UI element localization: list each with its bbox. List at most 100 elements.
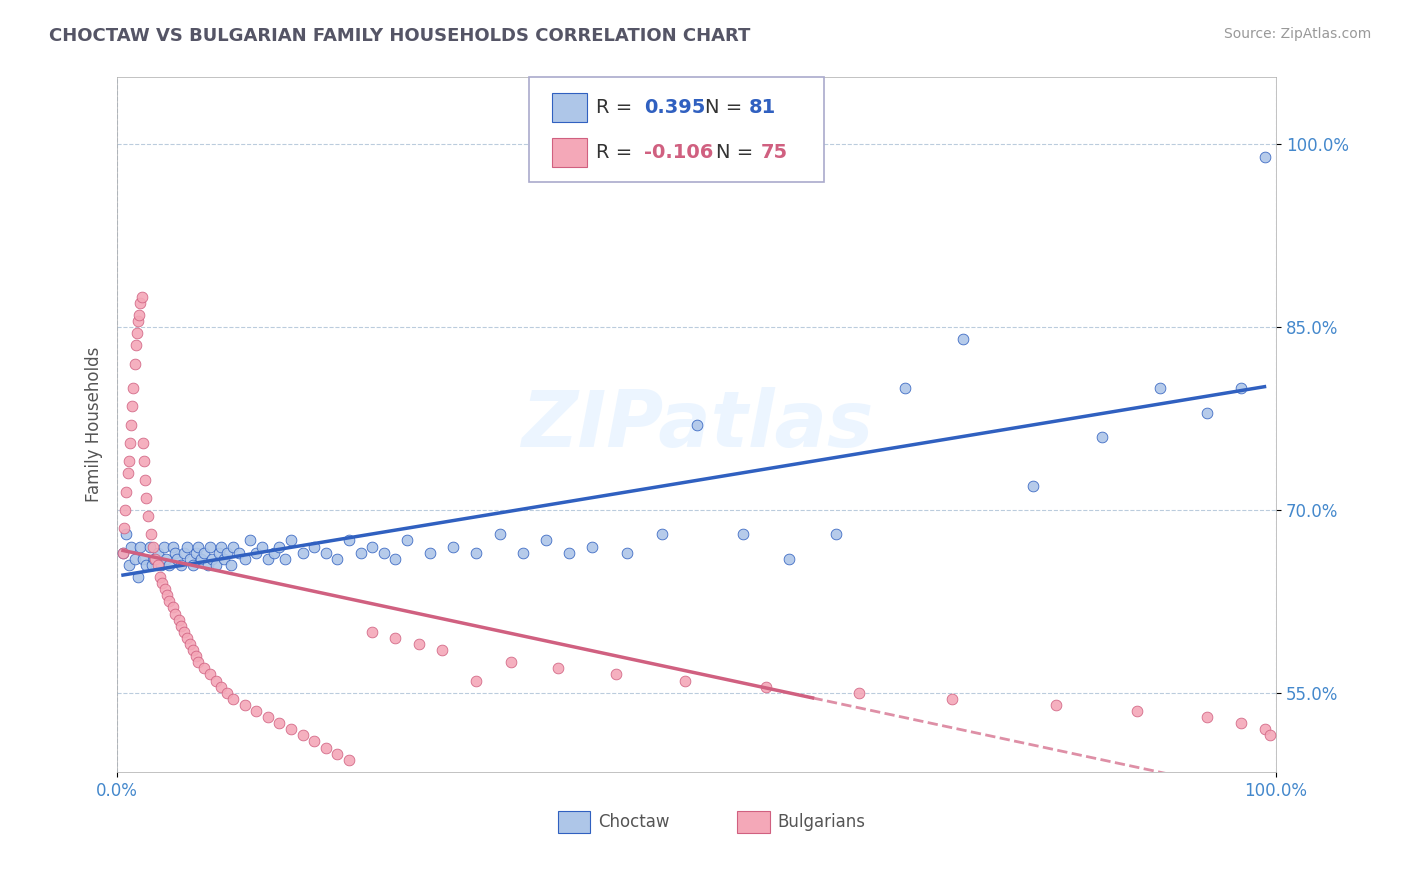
Point [139, 527, 162, 541]
Point [731, 527, 754, 541]
Point [384, 631, 406, 645]
Point [361, 624, 384, 639]
Point [181, 643, 204, 657]
Point [337, 533, 360, 548]
Point [131, 290, 153, 304]
Point [124, 357, 146, 371]
Point [233, 698, 256, 712]
Point [465, 546, 488, 560]
Point [134, 473, 156, 487]
Point [778, 551, 800, 566]
Text: Bulgarians: Bulgarians [778, 813, 866, 831]
Point [605, 667, 627, 681]
Point [157, 558, 180, 572]
Point [1091, 430, 1114, 444]
Point [118, 558, 141, 572]
Point [149, 570, 172, 584]
Point [1195, 405, 1218, 419]
Point [302, 540, 325, 554]
Point [651, 527, 673, 541]
Point [111, 546, 134, 560]
Point [197, 558, 219, 572]
Point [534, 533, 557, 548]
Point [291, 728, 314, 742]
Point [894, 381, 917, 395]
Point [315, 546, 337, 560]
Point [952, 333, 974, 347]
Y-axis label: Family Households: Family Households [86, 347, 103, 502]
Point [157, 594, 180, 608]
Point [115, 527, 138, 541]
Point [125, 326, 148, 341]
Point [326, 747, 349, 761]
Point [179, 551, 201, 566]
Point [146, 558, 169, 572]
Point [1258, 728, 1281, 742]
Point [1022, 478, 1045, 492]
Point [222, 691, 245, 706]
Point [245, 546, 267, 560]
Point [190, 551, 212, 566]
Point [1126, 704, 1149, 718]
Point [217, 686, 239, 700]
Point [373, 546, 395, 560]
Text: R =: R = [596, 143, 638, 162]
FancyBboxPatch shape [737, 811, 769, 833]
Point [120, 417, 142, 432]
Point [129, 540, 152, 554]
Point [135, 491, 157, 505]
Point [274, 551, 297, 566]
Point [198, 540, 221, 554]
Point [131, 551, 153, 566]
Point [280, 723, 302, 737]
Point [211, 680, 233, 694]
Point [824, 527, 846, 541]
Point [127, 314, 149, 328]
Point [170, 619, 193, 633]
Point [257, 551, 280, 566]
Point [135, 558, 157, 572]
Point [512, 546, 534, 560]
Point [208, 546, 231, 560]
Point [384, 551, 406, 566]
Point [419, 546, 441, 560]
Point [125, 338, 148, 352]
Point [465, 673, 488, 688]
Point [228, 546, 250, 560]
Point [941, 691, 963, 706]
Text: N =: N = [716, 143, 759, 162]
Point [131, 436, 153, 450]
Point [141, 558, 163, 572]
Point [217, 546, 239, 560]
Text: N =: N = [704, 98, 748, 117]
Point [395, 533, 418, 548]
Point [156, 588, 179, 602]
Point [558, 546, 581, 560]
Point [118, 436, 141, 450]
Text: -0.106: -0.106 [644, 143, 714, 162]
Point [204, 558, 226, 572]
Point [291, 546, 314, 560]
Point [150, 558, 173, 572]
Point [204, 673, 226, 688]
Point [263, 546, 285, 560]
Point [187, 540, 209, 554]
Point [1149, 381, 1171, 395]
Point [239, 533, 262, 548]
Point [233, 551, 256, 566]
Point [211, 540, 233, 554]
Point [162, 600, 184, 615]
Point [193, 546, 215, 560]
FancyBboxPatch shape [551, 93, 586, 122]
Text: Choctaw: Choctaw [598, 813, 669, 831]
FancyBboxPatch shape [551, 138, 586, 167]
Point [1195, 710, 1218, 724]
Point [673, 673, 696, 688]
Point [315, 740, 337, 755]
Text: Source: ZipAtlas.com: Source: ZipAtlas.com [1223, 27, 1371, 41]
Point [1045, 698, 1067, 712]
Point [219, 558, 242, 572]
Point [111, 546, 134, 560]
Point [115, 484, 138, 499]
Point [128, 308, 150, 322]
